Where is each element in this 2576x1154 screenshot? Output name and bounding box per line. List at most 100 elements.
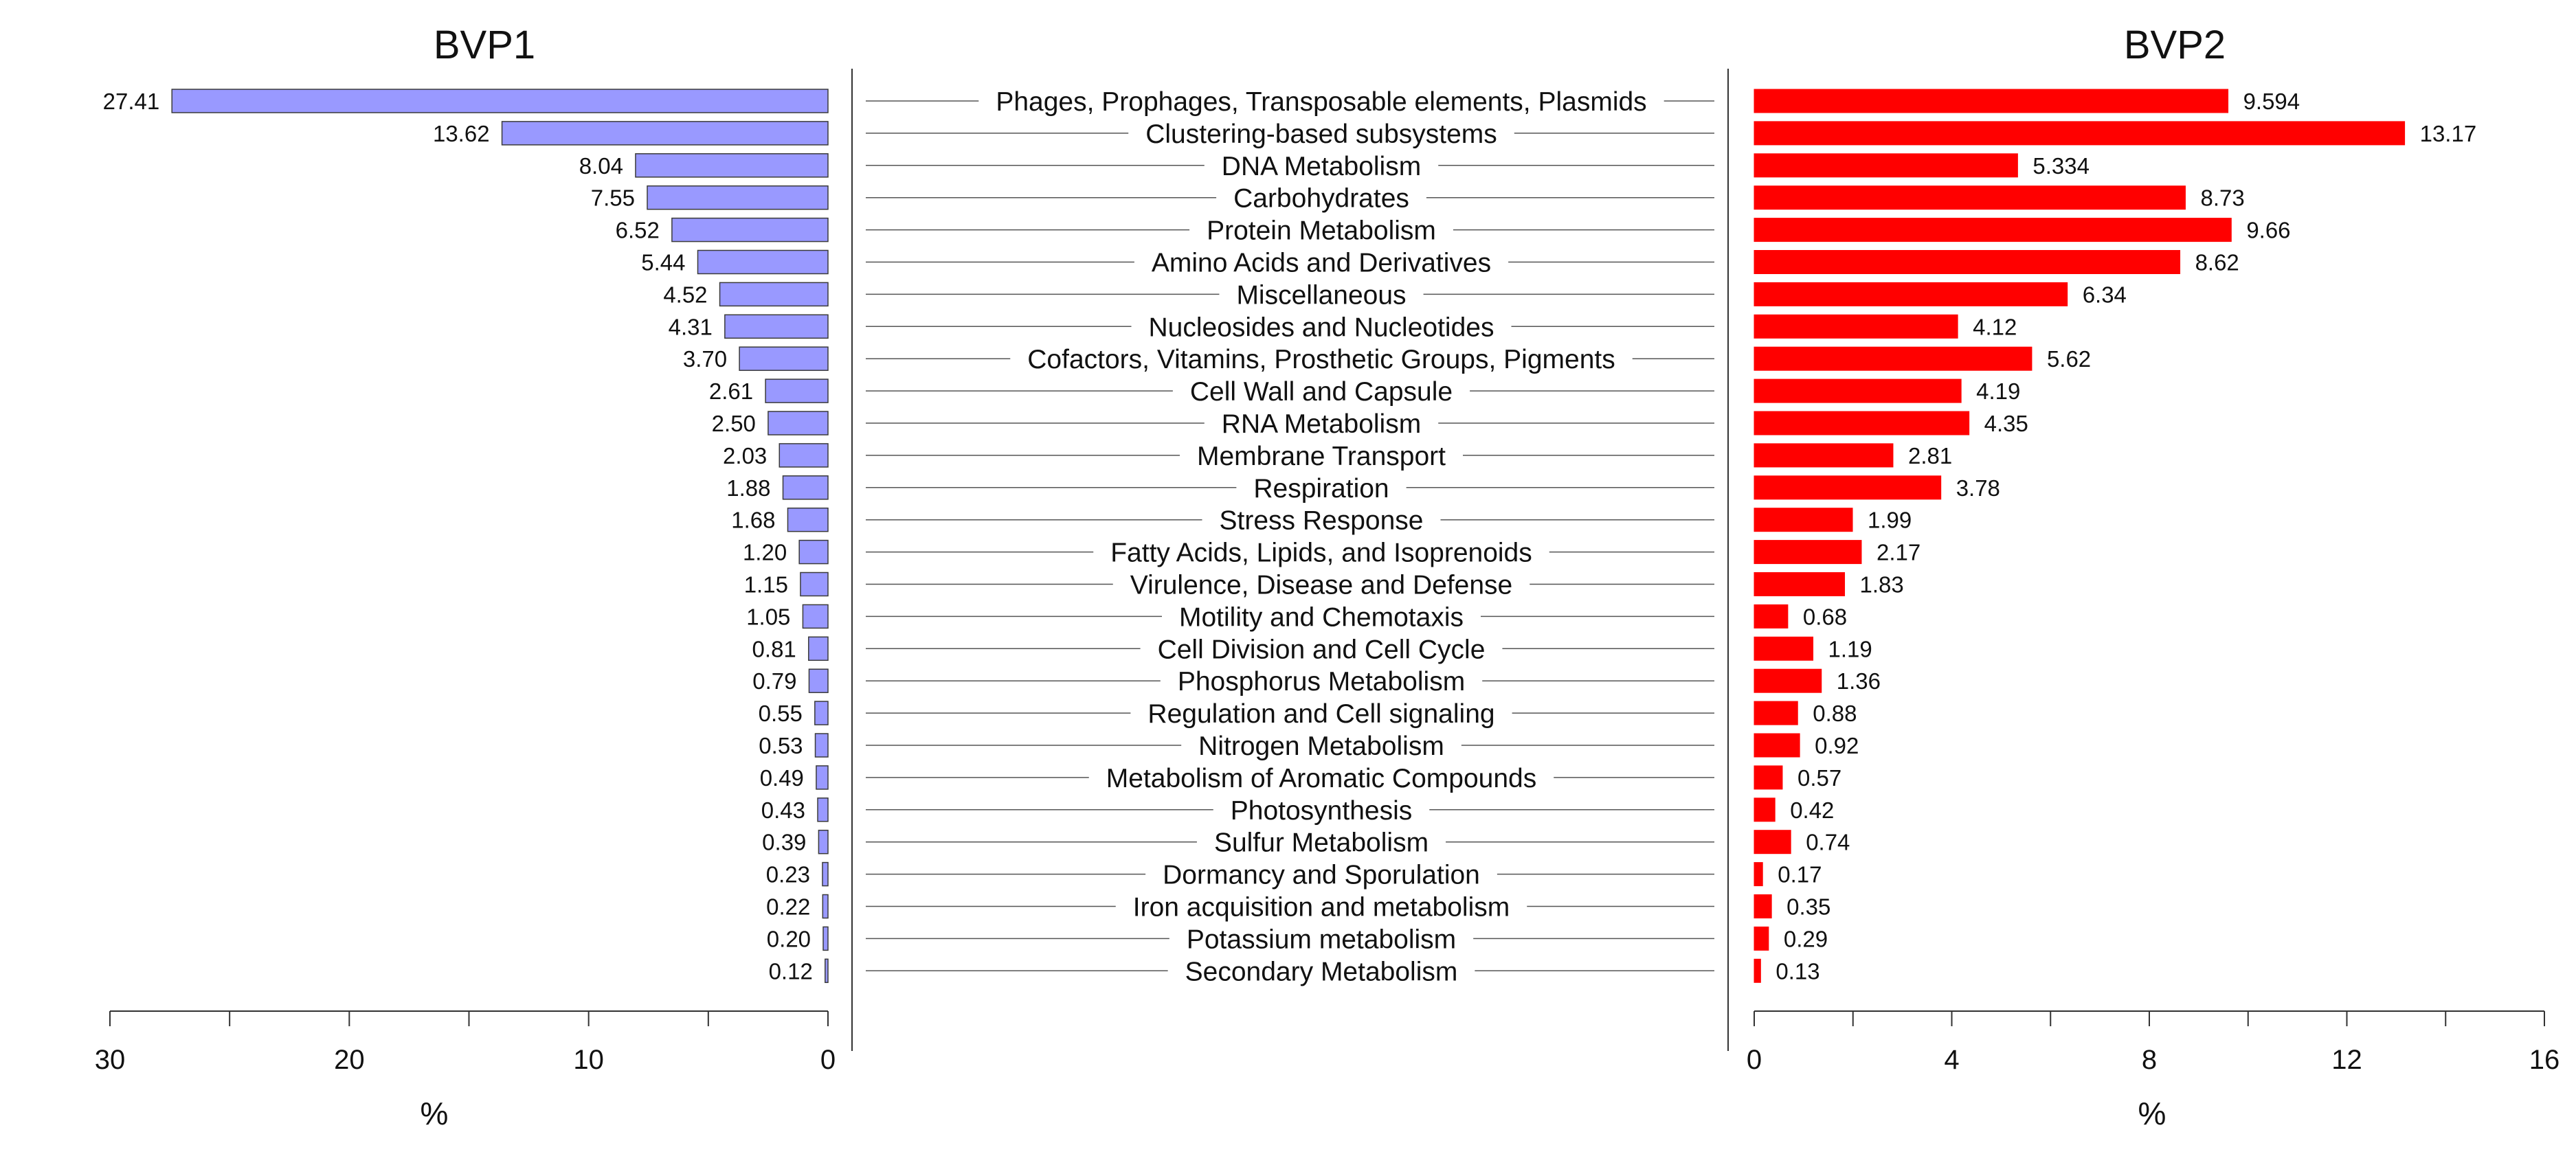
bvp2-x-axis: 0 4 8 12 16 (1747, 1010, 2560, 1075)
bvp1-value-label: 8.04 (579, 153, 623, 179)
bvp1-tick-label: 10 (573, 1045, 604, 1075)
bvp2-bar (1754, 121, 2406, 146)
bvp2-bar (1754, 540, 1862, 565)
bvp1-value-label: 2.50 (712, 411, 756, 436)
bvp2-value-label: 0.13 (1776, 958, 1819, 984)
bvp1-bar (818, 829, 829, 855)
category-label: Regulation and Cell signaling (1147, 699, 1494, 729)
bvp1-value-label: 0.49 (760, 765, 804, 791)
bvp1-bar (724, 314, 829, 339)
bvp1-bar (782, 475, 829, 500)
bvp2-bar (1754, 862, 1763, 887)
bvp2-value-label: 0.74 (1806, 830, 1850, 855)
bvp1-bar (671, 217, 829, 242)
bvp1-bar (647, 185, 829, 210)
bvp1-value-label: 0.81 (752, 636, 796, 661)
bvp1-bar (814, 701, 829, 725)
category-label: Photosynthesis (1231, 796, 1413, 826)
bvp2-value-label: 2.81 (1908, 443, 1952, 468)
category-label: Sulfur Metabolism (1214, 828, 1429, 858)
bvp1-value-label: 1.88 (726, 475, 770, 501)
bvp2-value-label: 5.334 (2032, 153, 2090, 179)
bvp2-value-label: 0.29 (1784, 926, 1828, 951)
bvp2-value-label: 4.12 (1973, 314, 2017, 339)
bvp2-tick-label: 0 (1747, 1045, 1762, 1075)
category-label: Nucleosides and Nucleotides (1149, 313, 1494, 342)
category-label: RNA Metabolism (1222, 409, 1421, 439)
category-label: Stress Response (1220, 506, 1424, 536)
category-leader-lines (866, 100, 1714, 972)
bvp2-value-label: 13.17 (2420, 121, 2477, 146)
bvp1-bar (800, 572, 829, 597)
category-label: Carbohydrates (1233, 184, 1409, 214)
bvp1-value-label: 5.44 (641, 250, 685, 275)
bvp2-value-label: 0.17 (1778, 862, 1822, 887)
bvp2-bar (1754, 797, 1776, 822)
bvp1-value-label: 0.79 (752, 668, 796, 694)
bvp1-bar (822, 861, 829, 887)
bvp1-bar (501, 121, 829, 146)
bvp2-value-label: 2.17 (1877, 540, 1920, 565)
bvp1-value-labels: 27.41 13.62 8.04 7.55 6.52 5.44 4.52 4.31 3.70 2.… (103, 89, 813, 984)
bvp2-value-label: 6.34 (2083, 282, 2127, 307)
bvp2-bar (1754, 508, 1853, 532)
bvp2-value-label: 0.35 (1787, 894, 1830, 920)
bvp2-value-label: 0.92 (1815, 733, 1859, 758)
bvp2-tick-label: 12 (2331, 1045, 2362, 1075)
bvp1-value-label: 4.52 (663, 282, 707, 307)
bvp1-value-label: 0.55 (759, 701, 803, 726)
bvp2-value-label: 3.78 (1956, 475, 2000, 501)
bvp2-bar (1754, 830, 1791, 855)
bvp1-bar (171, 89, 829, 113)
bvp2-bar (1754, 733, 1800, 758)
bvp1-tick-label: 30 (95, 1045, 126, 1075)
bvp2-bar (1754, 153, 2018, 178)
bvp1-bar (779, 443, 829, 468)
bvp2-title: BVP2 (2124, 23, 2226, 67)
bvp2-value-label: 8.62 (2195, 250, 2239, 275)
category-label: Potassium metabolism (1187, 925, 1456, 954)
category-label: Cell Division and Cell Cycle (1158, 635, 1486, 664)
category-labels: Phages, Prophages, Transposable elements… (996, 87, 1646, 986)
bvp1-value-label: 27.41 (103, 89, 160, 114)
category-label: Cofactors, Vitamins, Prosthetic Groups, … (1027, 345, 1615, 374)
bvp2-bar (1754, 765, 1783, 790)
bvp2-value-label: 1.83 (1860, 572, 1904, 598)
bvp1-bar (822, 894, 829, 919)
bvp2-bar (1754, 218, 2232, 242)
bvp1-value-label: 0.43 (761, 797, 805, 823)
bvp1-value-label: 4.31 (669, 314, 713, 339)
bvp1-bar (825, 958, 829, 984)
category-label: Cell Wall and Capsule (1190, 377, 1453, 407)
bvp2-bars (1754, 89, 2406, 983)
bvp2-tick-label: 8 (2142, 1045, 2157, 1075)
bvp1-bar (802, 604, 829, 629)
bvp2-value-label: 0.68 (1803, 604, 1847, 629)
bvp1-value-label: 0.23 (766, 862, 810, 887)
bvp1-value-label: 0.22 (766, 894, 810, 920)
bvp1-value-label: 3.70 (683, 346, 727, 372)
category-label: Virulence, Disease and Defense (1130, 571, 1512, 600)
bvp1-bar (768, 411, 829, 435)
bvp1-bar (719, 282, 829, 307)
bvp2-value-label: 1.19 (1828, 636, 1872, 661)
bvp1-bar (635, 153, 829, 178)
bvp1-value-label: 6.52 (616, 218, 660, 243)
bvp1-value-label: 0.39 (762, 830, 806, 855)
bvp2-bar (1754, 378, 1962, 403)
category-label: Clustering-based subsystems (1145, 120, 1497, 149)
bvp2-bar (1754, 668, 1822, 693)
bvp1-tick-label: 0 (820, 1045, 836, 1075)
bvp2-value-label: 0.42 (1790, 797, 1834, 823)
bvp1-value-label: 7.55 (591, 185, 635, 211)
bvp2-value-label: 8.73 (2200, 185, 2244, 211)
bvp1-x-axis-label: % (421, 1096, 449, 1131)
category-label: Dormancy and Sporulation (1163, 861, 1480, 890)
category-label: Phosphorus Metabolism (1178, 667, 1465, 697)
bvp2-value-label: 0.57 (1797, 765, 1841, 791)
bvp1-bars (171, 89, 829, 984)
bvp1-value-label: 1.68 (731, 508, 775, 533)
bvp2-bar (1754, 89, 2229, 113)
bvp1-bar (814, 733, 829, 758)
